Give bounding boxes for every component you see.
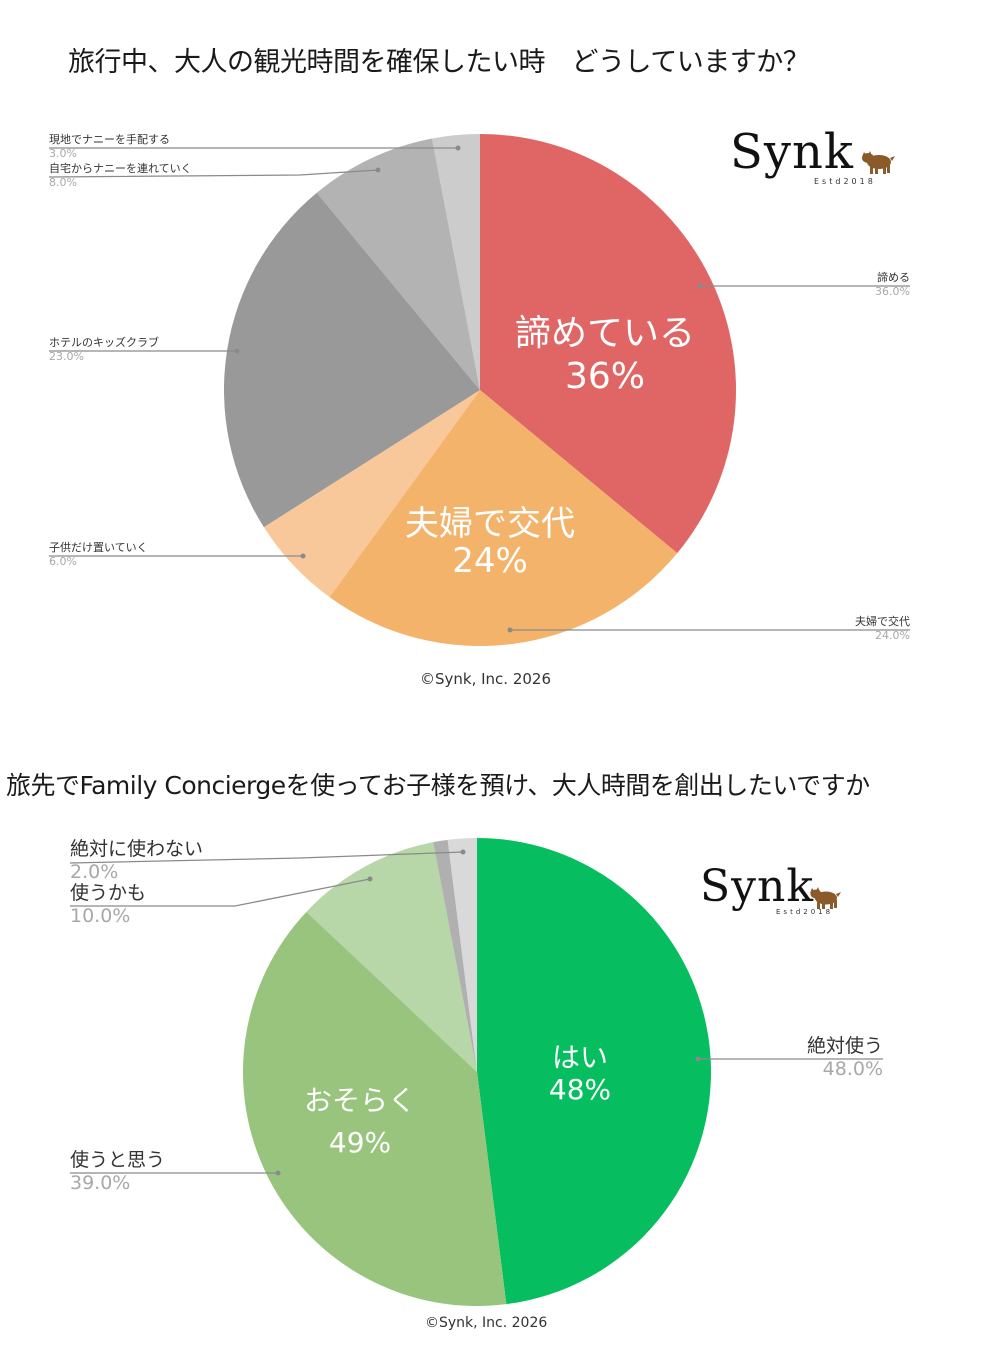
label-probably-use: 使うと思う 39.0% — [70, 1149, 166, 1194]
synk-logo-1: Synk Estd2018 — [730, 128, 900, 188]
label-home-nanny: 自宅からナニーを連れていく 8.0% — [49, 162, 192, 189]
pie-slice — [480, 134, 736, 554]
chart1-title: 旅行中、大人の観光時間を確保したい時 どうしていますか？ — [68, 47, 810, 78]
inner-label-give-up: 諦めている 36% — [514, 313, 695, 398]
copyright-2: ©Synk, Inc. 2026 — [425, 1315, 548, 1331]
label-take-turns: 夫婦で交代 24.0% — [855, 615, 910, 642]
label-leave-kids: 子供だけ置いていく 6.0% — [49, 541, 148, 568]
pie-slice — [477, 838, 711, 1305]
label-definitely-use: 絶対使う 48.0% — [806, 1035, 883, 1080]
leader-line — [69, 851, 464, 864]
inner-label-take-turns: 夫婦で交代 24% — [405, 504, 575, 582]
label-never-use: 絶対に使わない 2.0% — [70, 838, 204, 883]
pie-slice — [243, 911, 507, 1306]
inner-label-yes: はい 48% — [548, 1041, 612, 1107]
leader-line — [48, 169, 379, 178]
copyright-1: ©Synk, Inc. 2026 — [420, 670, 552, 688]
label-might-use: 使うかも 10.0% — [70, 882, 147, 927]
pie-slice — [432, 134, 480, 390]
pie-slice — [329, 390, 678, 646]
pie-slice — [433, 839, 477, 1072]
leader-dot — [300, 553, 306, 559]
leader-lines — [48, 145, 910, 1176]
leader-dot — [234, 348, 240, 354]
pig-mascot-icon — [810, 887, 841, 909]
leader-dot — [367, 876, 373, 882]
leader-dot — [697, 283, 703, 289]
pie-chart-1 — [224, 134, 736, 646]
pie-slice — [263, 390, 480, 598]
pig-mascot-icon — [862, 151, 895, 174]
label-kids-club: ホテルのキッズクラブ 23.0% — [49, 336, 159, 363]
leader-dot — [507, 627, 513, 633]
leader-dot — [375, 167, 381, 173]
chart2-title: 旅先でFamily Conciergeを使ってお子様を預け、大人時間を創出したい… — [6, 771, 870, 800]
pie-slice — [316, 138, 480, 390]
pie-slice — [306, 842, 477, 1072]
leader-dot — [695, 1056, 701, 1062]
leader-dot — [460, 849, 466, 855]
pie-slice — [224, 192, 480, 528]
inner-label-probably: おそらく 49% — [303, 1084, 416, 1159]
leader-line — [70, 878, 371, 907]
synk-logo-2: Synk Estd2018 — [700, 865, 850, 921]
leader-dot — [275, 1170, 281, 1176]
label-give-up: 諦める 36.0% — [875, 271, 910, 298]
leader-dot — [455, 145, 461, 151]
label-local-nanny: 現地でナニーを手配する 3.0% — [49, 133, 170, 160]
pie-chart-2 — [243, 838, 711, 1306]
pie-slice — [447, 838, 477, 1072]
